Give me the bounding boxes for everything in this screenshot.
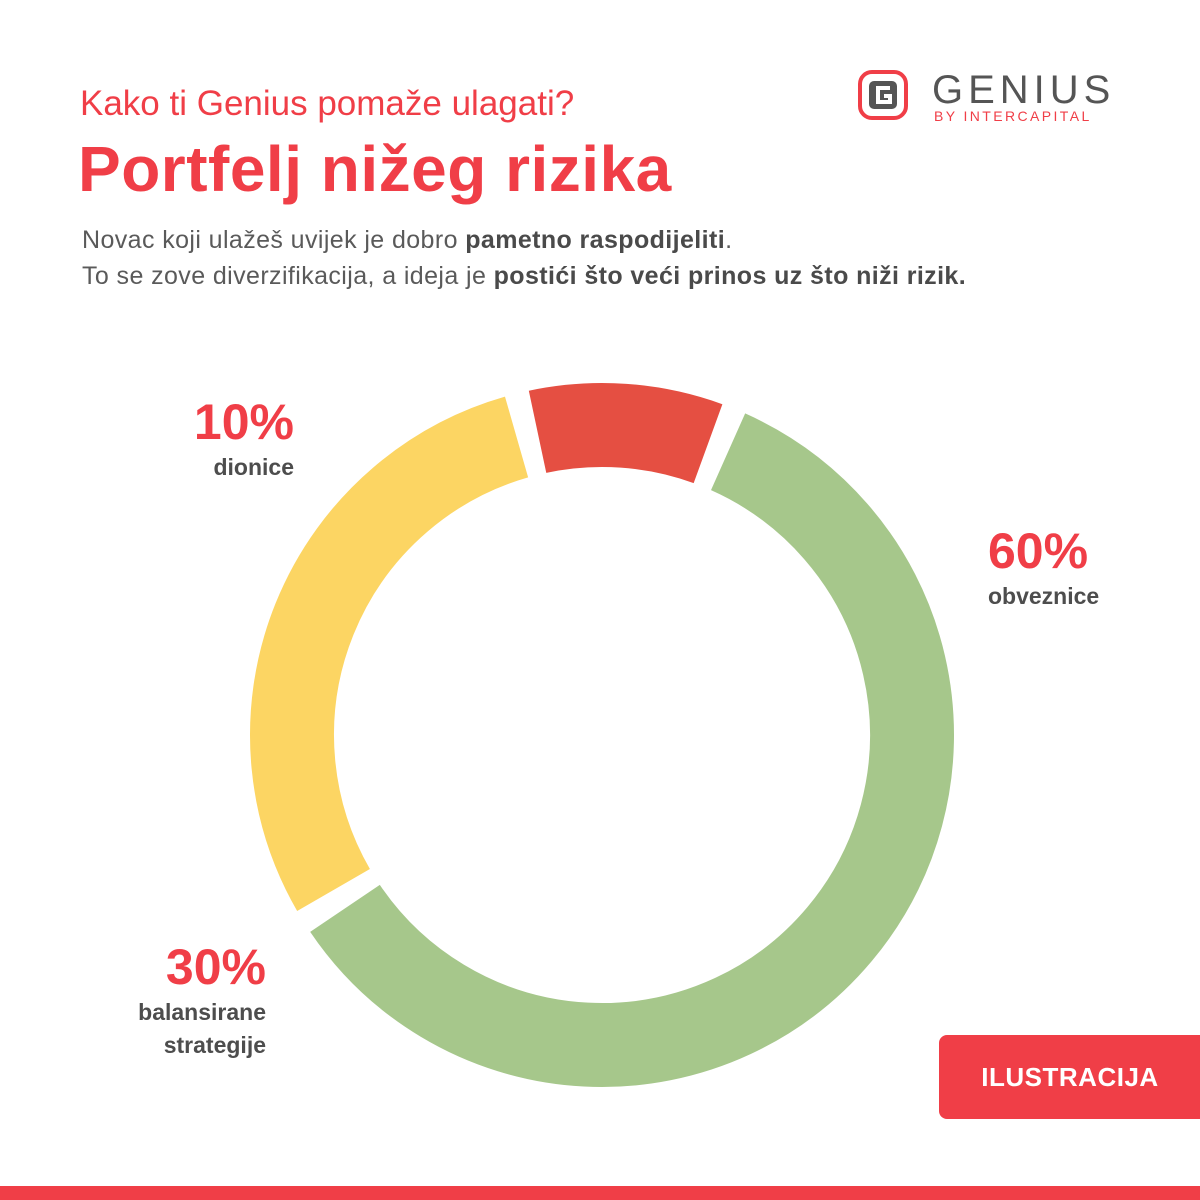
intro-line-2-bold: postići što veći prinos uz što niži rizi… [493, 262, 967, 290]
logo-wordmark: GENIUS [932, 68, 1116, 112]
label-balansirane-name-2: strategije [163, 1032, 266, 1058]
illustration-badge: ILUSTRACIJA [939, 1035, 1200, 1119]
intro-line-1-bold: pametno raspodijeliti [465, 226, 726, 254]
page-title: Portfelj nižeg rizika [78, 133, 672, 205]
label-balansirane-name-1: balansirane [138, 999, 266, 1025]
label-balansirane: 30% balansirane strategije [138, 938, 266, 1062]
label-dionice-name: dionice [213, 454, 294, 480]
donut-slice-balansirane-strategije [250, 396, 529, 911]
bottom-accent-bar [0, 1186, 1200, 1200]
logo-tagline: BY INTERCAPITAL [934, 108, 1092, 124]
intro-line-1: Novac koji ulažeš uvijek je dobro pametn… [82, 226, 732, 255]
intro-line-2: To se zove diverzifikacija, a ideja je p… [82, 262, 966, 291]
label-dionice-pct: 10% [193, 394, 294, 450]
intro-line-2-text: To se zove diverzifikacija, a ideja je [82, 262, 494, 290]
donut-slice-dionice [528, 383, 723, 484]
intro-line-1-text: Novac koji ulažeš uvijek je dobro [82, 226, 466, 254]
intro-line-1-end: . [725, 226, 733, 254]
label-dionice: 10% dionice [194, 393, 294, 484]
genius-g-icon [858, 70, 908, 120]
label-obveznice: 60% obveznice [988, 522, 1099, 613]
label-balansirane-pct: 30% [165, 939, 266, 995]
label-obveznice-pct: 60% [988, 523, 1089, 579]
label-obveznice-name: obveznice [988, 583, 1100, 609]
genius-logo: GENIUS BY INTERCAPITAL [858, 68, 1120, 126]
donut-slice-obveznice [310, 413, 954, 1087]
page-subtitle: Kako ti Genius pomaže ulagati? [80, 84, 575, 123]
